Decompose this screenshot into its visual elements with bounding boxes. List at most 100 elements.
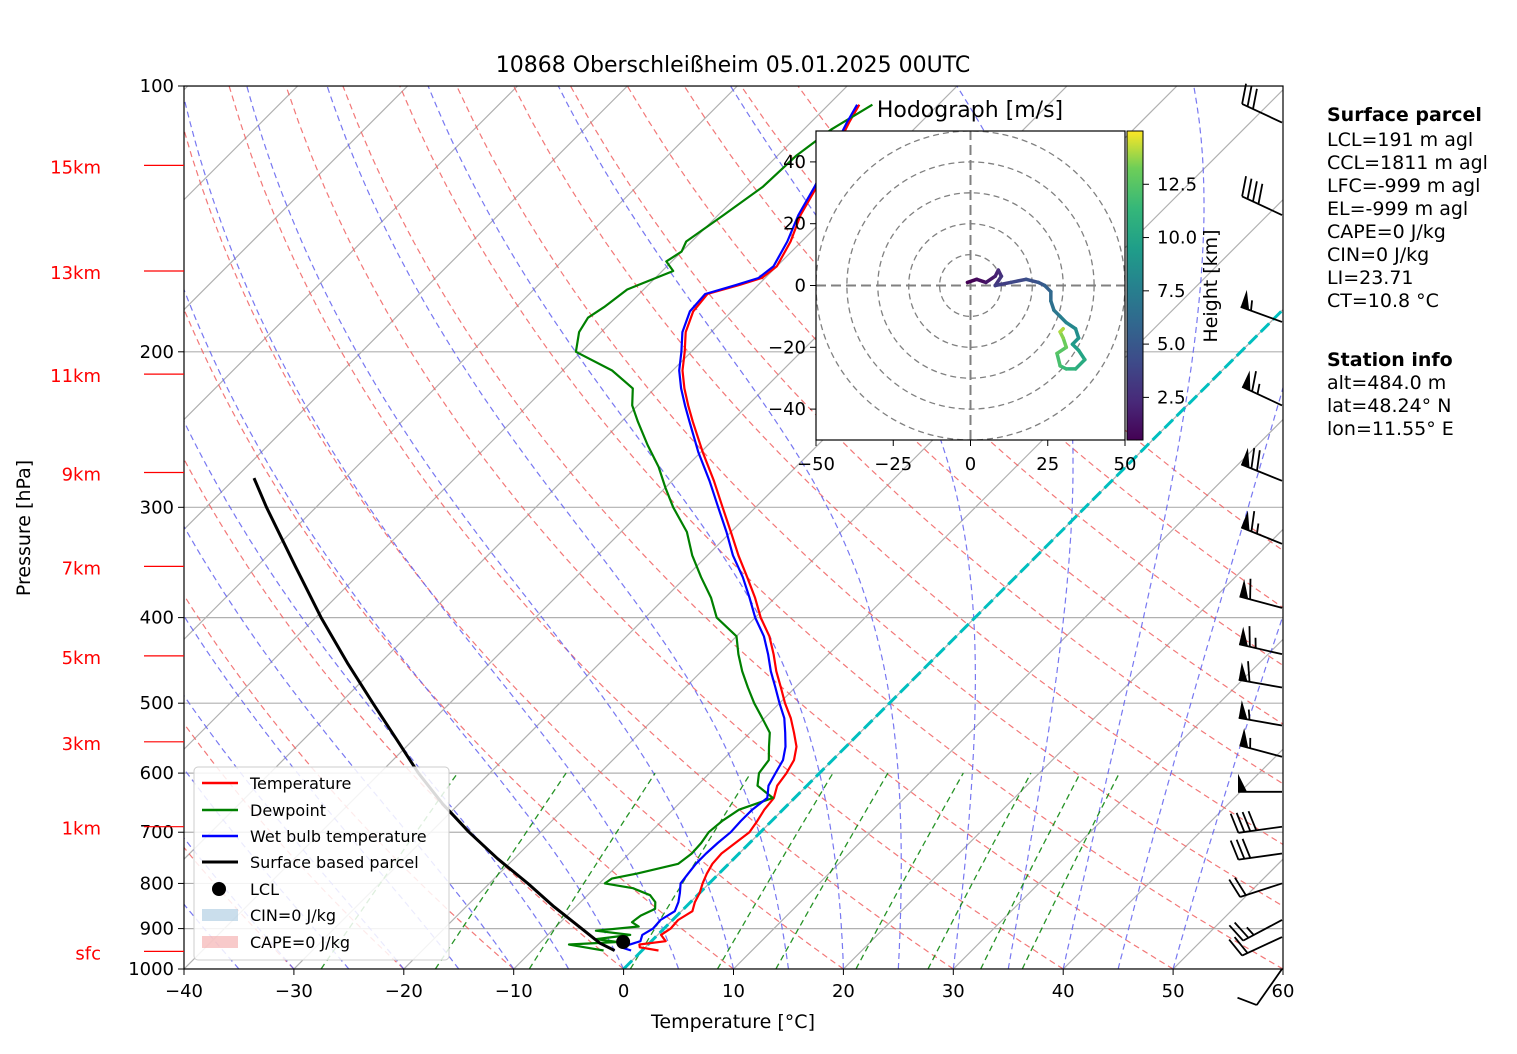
height-label: 1km — [62, 819, 101, 840]
barb-feather — [1235, 812, 1246, 833]
height-label: 7km — [62, 558, 101, 579]
wind-barb — [1238, 661, 1283, 689]
hodograph-y-tick-label: 20 — [783, 214, 806, 235]
barb-shaft — [1238, 825, 1283, 834]
surface-parcel-line: LFC=-999 m agl — [1327, 175, 1480, 197]
surface-parcel-line: CAPE=0 J/kg — [1327, 221, 1446, 243]
moist-adiabat — [184, 95, 680, 969]
wind-barb — [1240, 510, 1283, 545]
moist-adiabat — [557, 86, 902, 969]
moist-adiabat — [1117, 385, 1283, 969]
height-label: 13km — [50, 263, 101, 284]
hodograph-ticks: −50 −25 0 25 50 40 20 0 −20 −40 — [768, 152, 1136, 475]
wind-barb — [1238, 700, 1283, 727]
hodograph-x-tick-label: −50 — [797, 454, 835, 475]
barb-feather — [1252, 181, 1258, 202]
hodograph-trace — [984, 274, 997, 285]
barb-feather — [1229, 813, 1240, 834]
station-info-line: alt=484.0 m — [1327, 372, 1446, 394]
zero-isotherm — [622, 307, 1283, 969]
dry-adiabat — [184, 457, 624, 969]
y-tick-label: 900 — [140, 919, 174, 940]
wind-barb — [1228, 877, 1283, 898]
surface-parcel-line: CCL=1811 m agl — [1327, 152, 1488, 174]
x-tick-label: 0 — [618, 981, 629, 1002]
x-tick-label: 50 — [1162, 981, 1185, 1002]
y-tick-label: 800 — [140, 873, 174, 894]
x-axis-ticks: −40 −30 −20 −10 0 10 20 30 40 50 60 — [165, 969, 1294, 1002]
legend-box — [193, 766, 450, 961]
hodograph-trace — [1055, 351, 1062, 368]
colorbar-label: Height [km] — [1200, 229, 1222, 342]
hodograph-x-tick-label: −25 — [874, 454, 912, 475]
wind-barb — [1239, 728, 1283, 758]
y-tick-label: 400 — [140, 608, 174, 629]
hodograph: Hodograph [m/s] −50 −25 0 25 50 40 20 0 −20 −40 2… — [768, 98, 1222, 475]
dry-adiabat — [342, 86, 1174, 969]
x-tick-label: 20 — [832, 981, 855, 1002]
surface-parcel-line: LCL=191 m agl — [1327, 129, 1473, 151]
barb-shaft — [1242, 919, 1283, 942]
barb-feather — [1241, 83, 1247, 105]
colorbar-tick-label: 2.5 — [1157, 387, 1186, 408]
x-tick-label: 60 — [1272, 981, 1295, 1002]
barb-flag — [1239, 728, 1249, 748]
legend-marker-lcl — [212, 882, 226, 896]
barb-feather — [1241, 176, 1247, 197]
barb-feather — [1233, 921, 1250, 939]
x-tick-label: −40 — [165, 981, 203, 1002]
barb-half-feather — [1247, 709, 1251, 720]
barb-half-feather — [1250, 300, 1253, 311]
station-info-line: lat=48.24° N — [1327, 395, 1451, 417]
dry-adiabat — [228, 86, 954, 969]
mixing-ratio-line — [1021, 772, 1120, 969]
barb-feather — [1228, 939, 1243, 957]
moist-adiabat — [1062, 86, 1205, 969]
hodograph-x-tick-label: 25 — [1036, 454, 1059, 475]
y-axis-label: Pressure [hPa] — [13, 460, 35, 596]
wind-barb — [1239, 578, 1283, 609]
height-label: 9km — [62, 465, 101, 486]
moist-adiabat — [326, 86, 790, 969]
surface-parcel-line: EL=-999 m agl — [1327, 198, 1468, 220]
colorbar-ticks: 2.5 5.0 7.5 10.0 12.5 — [1143, 174, 1197, 408]
barb-feather — [1246, 86, 1253, 107]
hodograph-trace — [1076, 348, 1087, 362]
barb-feather — [1250, 510, 1256, 532]
wind-barb — [1228, 919, 1283, 942]
x-tick-label: −10 — [495, 981, 533, 1002]
barb-shaft — [1241, 103, 1283, 124]
dry-adiabat — [184, 722, 405, 969]
mixing-ratio-line — [716, 772, 834, 969]
legend-label-cape: CAPE=0 J/kg — [250, 933, 350, 952]
isotherm-line — [513, 198, 1283, 969]
barb-flag — [1239, 626, 1248, 647]
barb-flag — [1238, 773, 1247, 792]
barb-feather — [1251, 371, 1257, 392]
legend-label-lcl: LCL — [250, 880, 279, 899]
legend-label-dewpoint: Dewpoint — [250, 801, 326, 820]
surface-parcel-line: LI=23.71 — [1327, 267, 1414, 289]
wind-barb — [1238, 626, 1283, 656]
barb-shaft — [1241, 385, 1283, 407]
hodograph-colorbar — [1126, 130, 1144, 441]
isotherm-line — [184, 86, 628, 531]
y-tick-label: 500 — [140, 693, 174, 714]
wind-barb — [1241, 83, 1283, 124]
mixing-ratio-line — [434, 772, 567, 969]
legend-label-cin: CIN=0 J/kg — [250, 906, 336, 925]
height-label: 11km — [50, 366, 101, 387]
barb-feather — [1246, 178, 1253, 200]
dry-adiabat — [184, 127, 844, 969]
barb-flag — [1238, 662, 1248, 682]
colorbar-tick-label: 12.5 — [1157, 174, 1197, 195]
mixing-ratio-line — [927, 772, 1032, 969]
colorbar-tick-label: 10.0 — [1157, 228, 1197, 249]
surface-parcel-heading: Surface parcel — [1327, 104, 1482, 126]
hodograph-trace — [993, 280, 1013, 288]
mixing-ratio-line — [980, 772, 1081, 969]
mixing-ratio-line — [775, 772, 889, 969]
hodograph-y-tick-label: 0 — [795, 276, 806, 297]
barb-feather — [1256, 450, 1261, 471]
isotherm-line — [184, 86, 518, 421]
